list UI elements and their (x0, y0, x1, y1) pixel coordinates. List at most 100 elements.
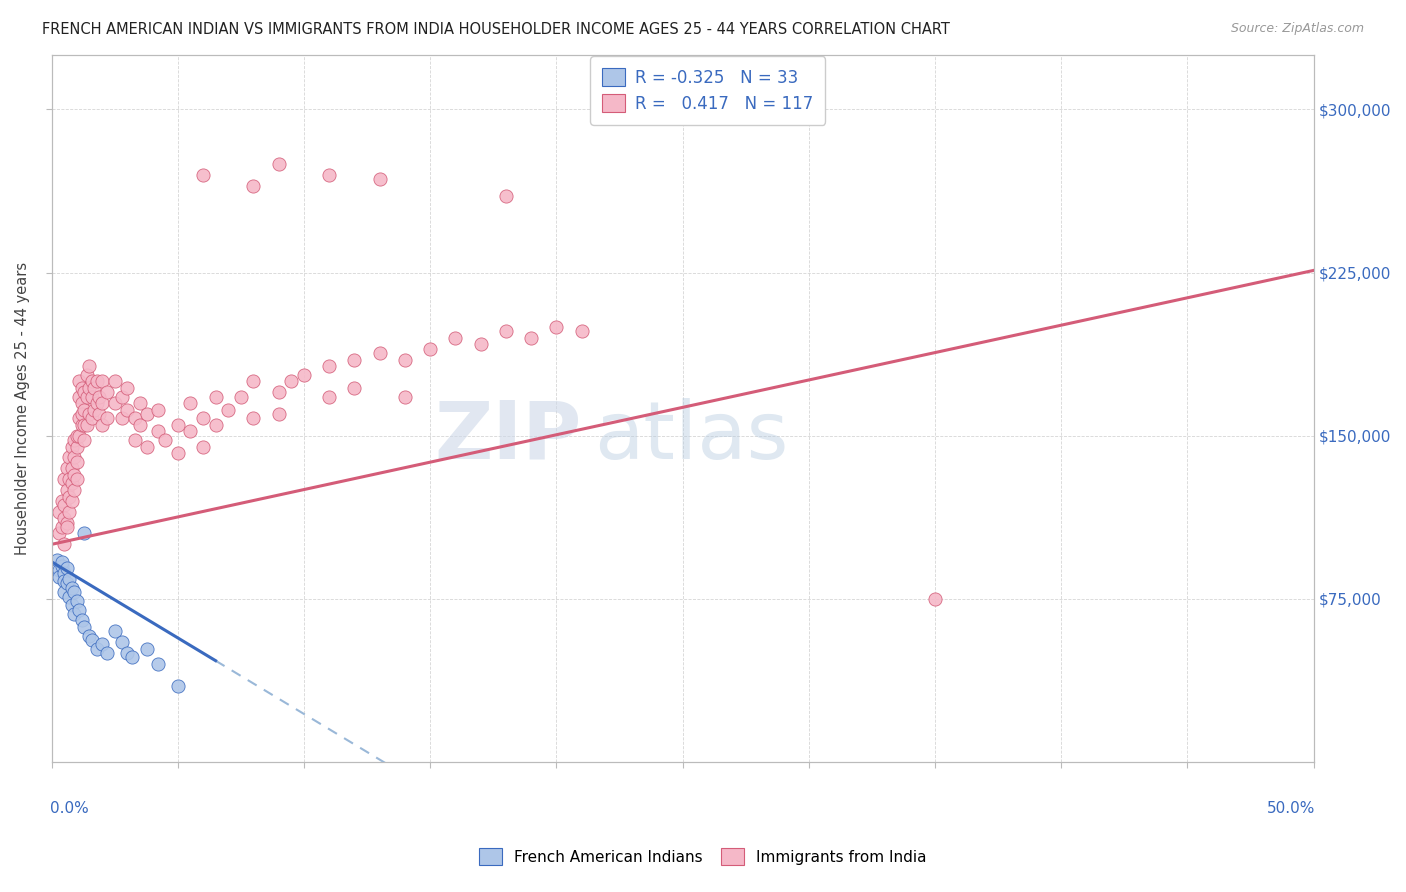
Point (83, 381, 105, 395)
Point (55, 576, 77, 591)
Point (444, 331, 467, 345)
Point (91, 417, 114, 432)
Point (117, 402, 139, 417)
Point (66, 428, 89, 442)
Point (124, 411, 146, 425)
Point (63, 585, 86, 599)
Point (60, 476, 83, 491)
Point (394, 390, 416, 404)
Point (318, 168, 340, 182)
Point (73, 417, 96, 432)
Point (111, 411, 134, 425)
Text: Source: ZipAtlas.com: Source: ZipAtlas.com (1230, 22, 1364, 36)
Point (242, 178, 264, 193)
Point (166, 446, 188, 460)
Point (242, 374, 264, 388)
Point (104, 624, 127, 639)
Point (60, 461, 83, 475)
Point (60, 494, 83, 508)
Point (51, 494, 73, 508)
Point (45, 552, 67, 566)
Point (70, 407, 93, 421)
Point (58, 590, 80, 604)
Point (91, 374, 114, 388)
Point (217, 402, 239, 417)
Point (63, 467, 86, 482)
Point (924, 591, 946, 606)
Point (242, 411, 264, 425)
Point (80, 390, 103, 404)
Point (280, 374, 302, 388)
Point (53, 537, 76, 551)
Point (292, 368, 315, 382)
Point (63, 433, 86, 447)
Point (546, 320, 568, 334)
Point (48, 505, 70, 519)
Point (60, 440, 83, 454)
Text: 0.0%: 0.0% (51, 801, 89, 815)
Point (58, 490, 80, 504)
Point (80, 633, 103, 648)
Point (117, 381, 139, 395)
Point (76, 390, 98, 404)
Point (73, 385, 96, 400)
Point (96, 411, 118, 425)
Point (63, 450, 86, 465)
Text: FRENCH AMERICAN INDIAN VS IMMIGRANTS FROM INDIA HOUSEHOLDER INCOME AGES 25 - 44 : FRENCH AMERICAN INDIAN VS IMMIGRANTS FRO… (42, 22, 950, 37)
Point (79, 629, 101, 643)
Point (495, 324, 517, 338)
Point (128, 417, 150, 432)
Point (67, 390, 90, 404)
Point (53, 472, 76, 486)
Point (79, 381, 101, 395)
Point (80, 411, 103, 425)
Point (51, 559, 73, 574)
Point (91, 396, 114, 410)
Point (83, 402, 105, 417)
Point (394, 352, 416, 367)
Point (67, 411, 90, 425)
Point (53, 566, 76, 580)
Point (86, 396, 108, 410)
Point (58, 572, 80, 586)
Text: atlas: atlas (595, 398, 789, 475)
Text: ZIP: ZIP (434, 398, 582, 475)
Point (63, 607, 86, 621)
Point (86, 374, 108, 388)
Point (70, 417, 93, 432)
Point (51, 520, 73, 534)
Point (368, 346, 391, 360)
Point (86, 641, 108, 656)
Point (191, 168, 214, 182)
Point (70, 396, 93, 410)
Point (79, 407, 101, 421)
Point (76, 368, 98, 382)
Point (136, 407, 159, 421)
Point (66, 440, 89, 454)
Point (267, 385, 290, 400)
Point (470, 337, 492, 351)
Point (267, 157, 290, 171)
Point (166, 679, 188, 693)
Point (136, 641, 159, 656)
Point (91, 637, 114, 651)
Point (128, 396, 150, 410)
Point (67, 602, 90, 616)
Point (146, 425, 169, 439)
Point (204, 417, 226, 432)
Point (63, 483, 86, 497)
Point (55, 516, 77, 530)
Point (89, 390, 111, 404)
Point (53, 574, 76, 589)
Point (191, 411, 214, 425)
Point (520, 331, 543, 345)
Point (55, 461, 77, 475)
Point (66, 472, 89, 486)
Point (67, 374, 90, 388)
Point (136, 440, 159, 454)
Point (70, 381, 93, 395)
Point (48, 570, 70, 584)
Point (55, 520, 77, 534)
Point (53, 498, 76, 512)
Point (111, 390, 134, 404)
